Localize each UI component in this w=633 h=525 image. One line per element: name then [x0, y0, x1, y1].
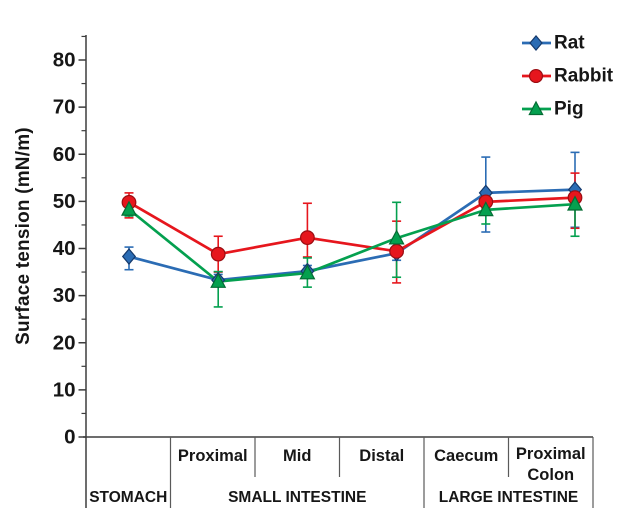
marker-triangle [567, 195, 583, 211]
series-markers-group [121, 181, 583, 289]
y-axis-tick-label: 30 [53, 284, 76, 307]
legend-item-rat: Rat [522, 33, 585, 54]
series-lines-group [127, 188, 577, 283]
group-label: LARGE INTESTINE [439, 489, 579, 506]
category-label: Proximal [178, 447, 248, 465]
axes-group [83, 35, 593, 508]
marker-triangle [528, 100, 544, 116]
category-label: Distal [359, 447, 404, 465]
y-axis-title: Surface tension (mN/m) [13, 127, 34, 345]
x-axis-category-boxes [169, 437, 594, 508]
marker-circle [528, 68, 544, 84]
group-label: SMALL INTESTINE [228, 489, 366, 506]
error-bars-group [124, 151, 580, 308]
y-axis-tick-label: 80 [53, 49, 76, 72]
marker-triangle [388, 229, 405, 245]
category-label: Proximal [516, 445, 586, 463]
y-axis-tick-label: 60 [53, 143, 76, 166]
error-bars-rat [124, 151, 580, 287]
marker-triangle [121, 200, 137, 216]
group-label: STOMACH [89, 489, 167, 506]
y-axis-tick-label: 20 [53, 331, 76, 354]
x-axis-group-labels: STOMACH SMALL INTESTINE LARGE INTESTINE [89, 489, 578, 506]
x-axis-category-labels: Proximal Mid Distal Caecum Proximal Colon [178, 445, 586, 484]
category-label: Colon [527, 466, 574, 484]
marker-circle [210, 246, 226, 262]
legend-label: Pig [554, 99, 584, 120]
marker-triangle [210, 272, 227, 288]
y-axis-tick-label: 50 [53, 190, 76, 213]
chart-legend: Rat Rabbit Pig [522, 33, 614, 120]
marker-circle [300, 230, 315, 246]
marker-triangle [299, 264, 316, 280]
marker-diamond [529, 34, 543, 52]
error-bars-pig [124, 194, 580, 308]
marker-triangle [477, 201, 494, 217]
markers-pig [121, 195, 583, 288]
series-line-rabbit [127, 196, 577, 256]
legend-label: Rat [554, 33, 585, 54]
y-axis-tick-label: 10 [53, 378, 76, 401]
error-bars-rabbit [124, 172, 580, 284]
marker-circle [389, 243, 405, 259]
legend-label: Rabbit [554, 66, 614, 87]
legend-item-rabbit: Rabbit [522, 66, 614, 87]
series-line-pig [127, 202, 577, 283]
marker-diamond [121, 248, 137, 265]
series-line-rat [127, 188, 577, 282]
legend-item-pig: Pig [522, 99, 584, 120]
y-axis-tick-label: 40 [53, 237, 76, 260]
y-axis-ticks: 0 10 20 30 40 50 60 70 80 [53, 35, 86, 449]
y-axis-tick-label: 0 [64, 426, 75, 449]
y-axis-tick-label: 70 [53, 96, 76, 119]
category-label: Caecum [434, 447, 498, 465]
category-label: Mid [283, 447, 311, 465]
